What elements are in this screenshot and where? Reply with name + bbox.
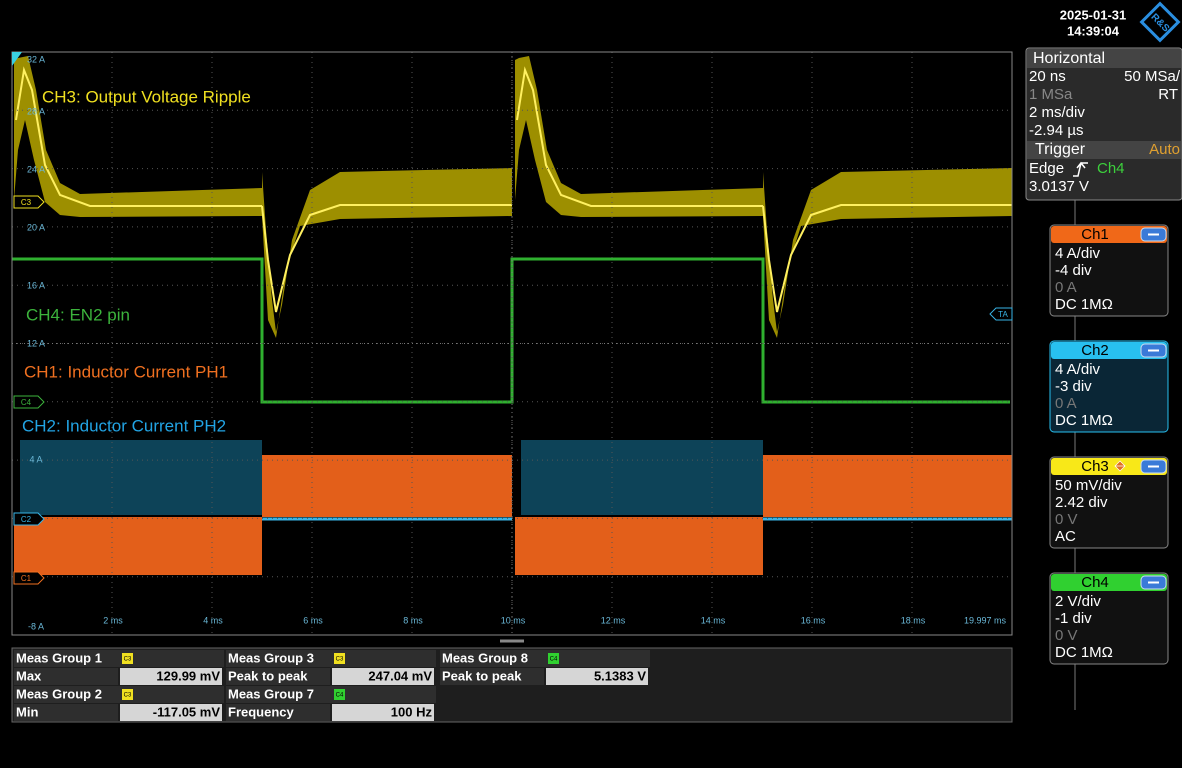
marker-label: C2 bbox=[21, 515, 32, 524]
channel-offset: -4 div bbox=[1055, 262, 1092, 279]
record-length: 1 MSa bbox=[1029, 86, 1073, 103]
y-label: 32 A bbox=[27, 54, 45, 64]
meas-label: Min bbox=[16, 704, 38, 719]
channel-name: Ch4 bbox=[1081, 574, 1109, 591]
meas-source: C4 bbox=[550, 657, 558, 663]
position: -2.94 µs bbox=[1029, 122, 1084, 139]
x-label: 6 ms bbox=[303, 615, 323, 625]
meas-group: Meas Group 7 bbox=[228, 686, 314, 701]
channel-box[interactable]: Ch4 2 V/div-1 div0 VDC 1MΩ bbox=[1050, 573, 1168, 664]
channel-position: 0 V bbox=[1055, 511, 1078, 528]
horizontal-title: Horizontal bbox=[1033, 50, 1105, 67]
trace-label: CH1: Inductor Current PH1 bbox=[24, 362, 228, 381]
marker-label: TA bbox=[998, 310, 1008, 319]
channel-offset: -1 div bbox=[1055, 610, 1092, 627]
meas-value: 100 Hz bbox=[391, 704, 433, 719]
trace-label: CH4: EN2 pin bbox=[26, 305, 130, 324]
date: 2025-01-31 bbox=[1060, 7, 1127, 22]
meas-value: 247.04 mV bbox=[368, 668, 432, 683]
marker-label: C1 bbox=[21, 574, 32, 583]
channel-scale: 4 A/div bbox=[1055, 245, 1101, 262]
y-label: 12 A bbox=[27, 338, 45, 348]
channel-position: 0 V bbox=[1055, 627, 1078, 644]
trigger-type: Edge bbox=[1029, 160, 1064, 177]
channel-box[interactable]: Ch3 50 mV/div2.42 div0 VAC bbox=[1050, 457, 1168, 548]
y-label: 4 A bbox=[29, 454, 42, 464]
y-label: 28 A bbox=[27, 106, 45, 116]
meas-label: Peak to peak bbox=[228, 668, 308, 683]
meas-value: 5.1383 V bbox=[594, 668, 646, 683]
trigger-source: Ch4 bbox=[1097, 160, 1125, 177]
trigger-title: Trigger bbox=[1035, 141, 1086, 158]
meas-group: Meas Group 1 bbox=[16, 650, 102, 665]
channel-scale: 4 A/div bbox=[1055, 361, 1101, 378]
x-label: 16 ms bbox=[801, 615, 826, 625]
channel-name: Ch2 bbox=[1081, 342, 1109, 359]
y-label: 16 A bbox=[27, 280, 45, 290]
channel-scale: 50 mV/div bbox=[1055, 477, 1122, 494]
meas-source: C3 bbox=[336, 657, 344, 663]
time-scale: 2 ms/div bbox=[1029, 104, 1085, 121]
y-label: 20 A bbox=[27, 222, 45, 232]
meas-source: C3 bbox=[124, 657, 132, 663]
x-label: 10 ms bbox=[501, 615, 526, 625]
sample-rate: 50 MSa/ bbox=[1124, 68, 1181, 85]
channel-position: 0 A bbox=[1055, 279, 1077, 296]
marker-label: C4 bbox=[21, 398, 32, 407]
channel-coupling: DC 1MΩ bbox=[1055, 412, 1113, 429]
x-label: 4 ms bbox=[203, 615, 223, 625]
x-label: 19.997 ms bbox=[964, 615, 1007, 625]
meas-source: C4 bbox=[336, 693, 344, 699]
resolution: 20 ns bbox=[1029, 68, 1066, 85]
meas-value: -117.05 mV bbox=[153, 704, 221, 719]
meas-source: C3 bbox=[124, 693, 132, 699]
x-label: 2 ms bbox=[103, 615, 123, 625]
trace-label: CH3: Output Voltage Ripple bbox=[42, 87, 251, 106]
x-label: 12 ms bbox=[601, 615, 626, 625]
y-label: 24 A bbox=[27, 164, 45, 174]
meas-label: Peak to peak bbox=[442, 668, 522, 683]
channel-box[interactable]: Ch2 4 A/div-3 div0 ADC 1MΩ bbox=[1050, 341, 1168, 432]
channel-offset: -3 div bbox=[1055, 378, 1092, 395]
meas-label: Max bbox=[16, 668, 42, 683]
channel-coupling: DC 1MΩ bbox=[1055, 296, 1113, 313]
x-label: 14 ms bbox=[701, 615, 726, 625]
channel-name: Ch1 bbox=[1081, 226, 1109, 243]
trace-label: CH2: Inductor Current PH2 bbox=[22, 416, 226, 435]
trigger-mode: Auto bbox=[1149, 141, 1180, 158]
y-label: -8 A bbox=[28, 621, 44, 631]
meas-group: Meas Group 3 bbox=[228, 650, 314, 665]
marker-label: C3 bbox=[21, 198, 32, 207]
channel-name: Ch3 bbox=[1081, 458, 1109, 475]
meas-label: Frequency bbox=[228, 704, 295, 719]
x-label: 18 ms bbox=[901, 615, 926, 625]
meas-group: Meas Group 2 bbox=[16, 686, 102, 701]
time: 14:39:04 bbox=[1067, 23, 1120, 38]
channel-coupling: DC 1MΩ bbox=[1055, 644, 1113, 661]
channel-scale: 2 V/div bbox=[1055, 593, 1101, 610]
channel-coupling: AC bbox=[1055, 528, 1076, 545]
channel-offset: 2.42 div bbox=[1055, 494, 1108, 511]
meas-group: Meas Group 8 bbox=[442, 650, 528, 665]
trigger-level: 3.0137 V bbox=[1029, 178, 1089, 195]
meas-value: 129.99 mV bbox=[156, 668, 220, 683]
channel-position: 0 A bbox=[1055, 395, 1077, 412]
channel-box[interactable]: Ch1 4 A/div-4 div0 ADC 1MΩ bbox=[1050, 225, 1168, 316]
mode: RT bbox=[1158, 86, 1178, 103]
x-label: 8 ms bbox=[403, 615, 423, 625]
